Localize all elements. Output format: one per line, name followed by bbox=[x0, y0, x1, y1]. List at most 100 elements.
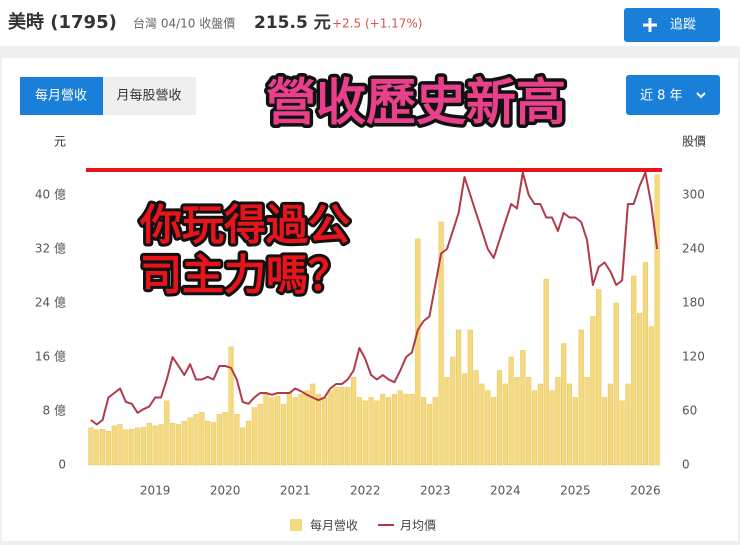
y-axis-label: 元 bbox=[54, 135, 66, 149]
bar bbox=[543, 279, 549, 466]
bar bbox=[187, 417, 193, 466]
bar bbox=[479, 383, 485, 466]
bar bbox=[596, 289, 602, 466]
tab[interactable] bbox=[103, 77, 196, 115]
bar bbox=[584, 377, 590, 466]
bar bbox=[339, 387, 345, 466]
bar bbox=[374, 400, 380, 466]
bar bbox=[175, 424, 182, 466]
bar bbox=[438, 221, 444, 466]
bar bbox=[549, 390, 555, 466]
bar bbox=[100, 428, 106, 466]
bar bbox=[537, 383, 543, 466]
plot: 0 8 億 16 億 24 億 32 億 40 億 0 60 120 180 240 300 元 股價 20… bbox=[35, 135, 706, 533]
tab-active[interactable] bbox=[20, 77, 103, 115]
bar bbox=[321, 397, 327, 466]
tick-label: 120 bbox=[682, 350, 705, 364]
bar bbox=[105, 431, 112, 466]
bar bbox=[333, 387, 339, 466]
bar bbox=[555, 377, 561, 466]
bar bbox=[298, 393, 304, 466]
x-tick-label: 2020 bbox=[210, 484, 241, 498]
bar bbox=[111, 425, 117, 466]
tick-label: 300 bbox=[682, 188, 705, 202]
bar bbox=[286, 391, 292, 466]
range-label[interactable]: 近 8 年 bbox=[640, 89, 683, 104]
bar bbox=[269, 397, 275, 466]
bar bbox=[648, 326, 654, 466]
bar bbox=[380, 393, 386, 466]
bar bbox=[228, 346, 234, 466]
bar bbox=[222, 412, 228, 466]
bar bbox=[199, 412, 205, 466]
bar bbox=[210, 422, 217, 466]
range-bg[interactable] bbox=[626, 75, 720, 115]
question-line: 你玩得過公 bbox=[139, 201, 350, 250]
bar bbox=[386, 397, 392, 466]
bar bbox=[642, 262, 648, 466]
y2-axis-label: 股價 bbox=[682, 135, 706, 149]
bar bbox=[450, 356, 456, 466]
market-info: 台灣 04/10 收盤價 bbox=[133, 16, 235, 31]
bar bbox=[514, 377, 520, 466]
bar bbox=[461, 373, 468, 466]
bar bbox=[368, 397, 374, 466]
bar bbox=[397, 390, 403, 466]
bar bbox=[315, 393, 322, 466]
bar bbox=[170, 422, 176, 466]
line bbox=[90, 171, 659, 426]
x-tick-label: 2024 bbox=[490, 484, 521, 498]
bar bbox=[356, 397, 362, 466]
bar bbox=[432, 397, 438, 466]
range-dropdown[interactable]: 近 8 年 bbox=[626, 75, 720, 115]
bar bbox=[625, 383, 631, 466]
bar bbox=[216, 414, 222, 466]
bar bbox=[456, 329, 462, 466]
bar bbox=[140, 426, 147, 466]
bar bbox=[444, 377, 450, 466]
stock-name: 美時 (1795) bbox=[8, 11, 117, 33]
legend-label: 每月營收 bbox=[310, 518, 358, 533]
bar bbox=[491, 397, 497, 466]
bar bbox=[164, 400, 170, 466]
x-tick-label: 2019 bbox=[140, 484, 171, 498]
bar bbox=[561, 343, 567, 466]
bar bbox=[572, 397, 578, 466]
bar bbox=[421, 397, 427, 466]
bar bbox=[426, 404, 433, 466]
bar bbox=[193, 414, 199, 466]
tick-label: 180 bbox=[682, 296, 705, 310]
question-line: 司主力嗎？ bbox=[140, 251, 350, 300]
bar bbox=[613, 302, 619, 466]
x-tick-label: 2025 bbox=[560, 484, 591, 498]
bar bbox=[88, 427, 94, 466]
bar bbox=[292, 397, 298, 466]
bar bbox=[636, 312, 643, 466]
bar bbox=[135, 427, 141, 466]
bar bbox=[566, 383, 573, 466]
bar bbox=[146, 422, 152, 466]
follow-label[interactable]: 追蹤 bbox=[670, 17, 696, 33]
tab-label[interactable]: 每月營收 bbox=[35, 88, 87, 104]
bar bbox=[94, 429, 100, 466]
follow-button[interactable]: 追蹤 bbox=[624, 8, 720, 42]
bar bbox=[601, 397, 608, 466]
tick-label: 16 億 bbox=[35, 350, 66, 364]
tick-label: 240 bbox=[682, 242, 705, 256]
bar bbox=[345, 387, 351, 466]
bar bbox=[350, 377, 357, 466]
tab-label[interactable]: 月每股營收 bbox=[116, 88, 181, 104]
bar bbox=[152, 425, 158, 466]
bar bbox=[485, 390, 491, 466]
bar bbox=[526, 377, 532, 466]
bar bbox=[502, 383, 508, 466]
tick-label: 60 bbox=[682, 404, 697, 418]
bar bbox=[123, 429, 129, 466]
follow-button-bg[interactable] bbox=[624, 8, 720, 42]
bar bbox=[251, 407, 257, 466]
tick-label: 32 億 bbox=[35, 242, 66, 256]
tick-label: 0 bbox=[58, 458, 66, 472]
x-tick-label: 2023 bbox=[420, 484, 451, 498]
bar bbox=[531, 390, 538, 466]
